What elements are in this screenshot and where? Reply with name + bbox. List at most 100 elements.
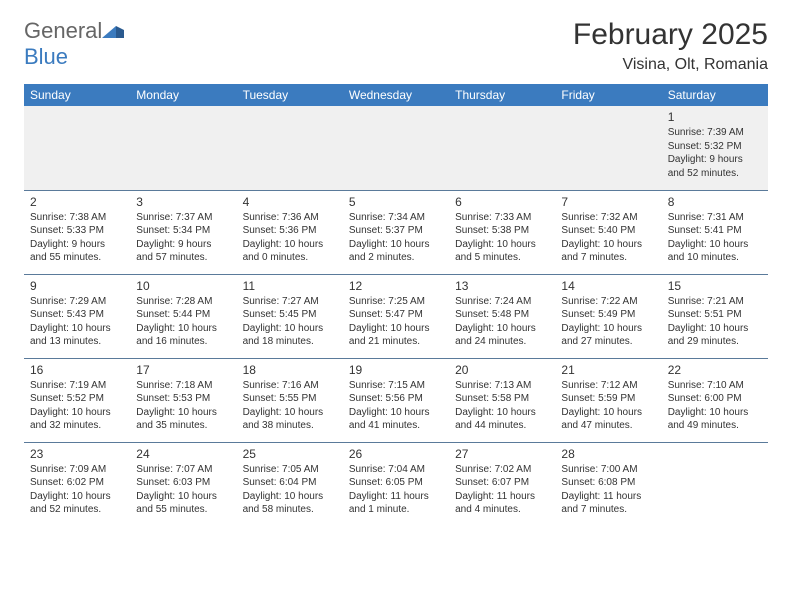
calendar-cell: 12 Sunrise: 7:25 AMSunset: 5:47 PMDayligh…	[343, 274, 449, 358]
day-info: Sunrise: 7:34 AMSunset: 5:37 PMDaylight:…	[349, 211, 443, 265]
day-number: 6	[455, 195, 549, 209]
day-info: Sunrise: 7:22 AMSunset: 5:49 PMDaylight:…	[561, 295, 655, 349]
calendar-cell: 1 Sunrise: 7:39 AMSunset: 5:32 PMDaylight…	[662, 106, 768, 190]
day-number: 28	[561, 447, 655, 461]
calendar-row: 9 Sunrise: 7:29 AMSunset: 5:43 PMDaylight…	[24, 274, 768, 358]
day-header: Wednesday	[343, 84, 449, 106]
calendar-table: SundayMondayTuesdayWednesdayThursdayFrid…	[24, 84, 768, 526]
day-info: Sunrise: 7:25 AMSunset: 5:47 PMDaylight:…	[349, 295, 443, 349]
calendar-cell	[555, 106, 661, 190]
calendar-cell	[343, 106, 449, 190]
day-info: Sunrise: 7:09 AMSunset: 6:02 PMDaylight:…	[30, 463, 124, 517]
day-info: Sunrise: 7:32 AMSunset: 5:40 PMDaylight:…	[561, 211, 655, 265]
day-info: Sunrise: 7:07 AMSunset: 6:03 PMDaylight:…	[136, 463, 230, 517]
calendar-cell: 9 Sunrise: 7:29 AMSunset: 5:43 PMDaylight…	[24, 274, 130, 358]
day-number: 9	[30, 279, 124, 293]
day-info: Sunrise: 7:12 AMSunset: 5:59 PMDaylight:…	[561, 379, 655, 433]
day-info: Sunrise: 7:29 AMSunset: 5:43 PMDaylight:…	[30, 295, 124, 349]
day-number: 22	[668, 363, 762, 377]
day-info: Sunrise: 7:21 AMSunset: 5:51 PMDaylight:…	[668, 295, 762, 349]
day-info: Sunrise: 7:02 AMSunset: 6:07 PMDaylight:…	[455, 463, 549, 517]
day-number: 15	[668, 279, 762, 293]
calendar-cell: 2 Sunrise: 7:38 AMSunset: 5:33 PMDaylight…	[24, 190, 130, 274]
calendar-cell: 28 Sunrise: 7:00 AMSunset: 6:08 PMDayligh…	[555, 442, 661, 526]
location-text: Visina, Olt, Romania	[573, 56, 768, 74]
calendar-cell: 25Sunrise: 7:05 AMSunset: 6:04 PMDayligh…	[237, 442, 343, 526]
day-info: Sunrise: 7:31 AMSunset: 5:41 PMDaylight:…	[668, 211, 762, 265]
day-info: Sunrise: 7:16 AMSunset: 5:55 PMDaylight:…	[243, 379, 337, 433]
logo-word2: Blue	[24, 44, 68, 69]
day-header: Friday	[555, 84, 661, 106]
calendar-cell: 19 Sunrise: 7:15 AMSunset: 5:56 PMDayligh…	[343, 358, 449, 442]
day-info: Sunrise: 7:37 AMSunset: 5:34 PMDaylight:…	[136, 211, 230, 265]
calendar-cell: 10 Sunrise: 7:28 AMSunset: 5:44 PMDayligh…	[130, 274, 236, 358]
logo-text: General Blue	[24, 18, 124, 70]
calendar-cell: 5 Sunrise: 7:34 AMSunset: 5:37 PMDaylight…	[343, 190, 449, 274]
calendar-cell: 22 Sunrise: 7:10 AMSunset: 6:00 PMDayligh…	[662, 358, 768, 442]
day-info: Sunrise: 7:00 AMSunset: 6:08 PMDaylight:…	[561, 463, 655, 517]
day-header: Saturday	[662, 84, 768, 106]
day-number: 1	[668, 110, 762, 124]
page-title: February 2025	[573, 18, 768, 52]
calendar-cell: 14Sunrise: 7:22 AMSunset: 5:49 PMDayligh…	[555, 274, 661, 358]
calendar-cell: 6 Sunrise: 7:33 AMSunset: 5:38 PMDaylight…	[449, 190, 555, 274]
day-info: Sunrise: 7:15 AMSunset: 5:56 PMDaylight:…	[349, 379, 443, 433]
calendar-cell: 3 Sunrise: 7:37 AMSunset: 5:34 PMDaylight…	[130, 190, 236, 274]
day-number: 3	[136, 195, 230, 209]
day-info: Sunrise: 7:18 AMSunset: 5:53 PMDaylight:…	[136, 379, 230, 433]
day-number: 4	[243, 195, 337, 209]
calendar-cell: 8 Sunrise: 7:31 AMSunset: 5:41 PMDaylight…	[662, 190, 768, 274]
day-info: Sunrise: 7:38 AMSunset: 5:33 PMDaylight:…	[30, 211, 124, 265]
calendar-row: 16Sunrise: 7:19 AMSunset: 5:52 PMDayligh…	[24, 358, 768, 442]
day-number: 5	[349, 195, 443, 209]
calendar-cell: 15 Sunrise: 7:21 AMSunset: 5:51 PMDayligh…	[662, 274, 768, 358]
calendar-row: 23Sunrise: 7:09 AMSunset: 6:02 PMDayligh…	[24, 442, 768, 526]
day-number: 13	[455, 279, 549, 293]
calendar-cell: 13 Sunrise: 7:24 AMSunset: 5:48 PMDayligh…	[449, 274, 555, 358]
day-info: Sunrise: 7:24 AMSunset: 5:48 PMDaylight:…	[455, 295, 549, 349]
calendar-cell: 16Sunrise: 7:19 AMSunset: 5:52 PMDayligh…	[24, 358, 130, 442]
day-header: Sunday	[24, 84, 130, 106]
day-info: Sunrise: 7:27 AMSunset: 5:45 PMDaylight:…	[243, 295, 337, 349]
logo-word1: General	[24, 18, 102, 43]
day-info: Sunrise: 7:33 AMSunset: 5:38 PMDaylight:…	[455, 211, 549, 265]
day-number: 20	[455, 363, 549, 377]
day-number: 17	[136, 363, 230, 377]
calendar-cell	[449, 106, 555, 190]
calendar-cell	[24, 106, 130, 190]
day-info: Sunrise: 7:10 AMSunset: 6:00 PMDaylight:…	[668, 379, 762, 433]
calendar-cell: 18Sunrise: 7:16 AMSunset: 5:55 PMDayligh…	[237, 358, 343, 442]
calendar-cell: 11Sunrise: 7:27 AMSunset: 5:45 PMDayligh…	[237, 274, 343, 358]
day-number: 10	[136, 279, 230, 293]
title-block: February 2025 Visina, Olt, Romania	[573, 18, 768, 74]
day-number: 16	[30, 363, 124, 377]
day-info: Sunrise: 7:36 AMSunset: 5:36 PMDaylight:…	[243, 211, 337, 265]
calendar-body: 1 Sunrise: 7:39 AMSunset: 5:32 PMDaylight…	[24, 106, 768, 526]
calendar-cell: 4 Sunrise: 7:36 AMSunset: 5:36 PMDaylight…	[237, 190, 343, 274]
day-header-row: SundayMondayTuesdayWednesdayThursdayFrid…	[24, 84, 768, 106]
day-number: 7	[561, 195, 655, 209]
day-number: 19	[349, 363, 443, 377]
calendar-cell	[237, 106, 343, 190]
logo-mark-icon	[102, 22, 124, 38]
day-info: Sunrise: 7:39 AMSunset: 5:32 PMDaylight:…	[668, 126, 762, 180]
calendar-cell: 17 Sunrise: 7:18 AMSunset: 5:53 PMDayligh…	[130, 358, 236, 442]
day-number: 26	[349, 447, 443, 461]
header: General Blue February 2025 Visina, Olt, …	[24, 18, 768, 74]
calendar-cell	[130, 106, 236, 190]
day-header: Thursday	[449, 84, 555, 106]
calendar-cell: 20 Sunrise: 7:13 AMSunset: 5:58 PMDayligh…	[449, 358, 555, 442]
day-info: Sunrise: 7:13 AMSunset: 5:58 PMDaylight:…	[455, 379, 549, 433]
day-number: 8	[668, 195, 762, 209]
day-info: Sunrise: 7:28 AMSunset: 5:44 PMDaylight:…	[136, 295, 230, 349]
day-number: 27	[455, 447, 549, 461]
calendar-cell	[662, 442, 768, 526]
day-number: 12	[349, 279, 443, 293]
day-header: Monday	[130, 84, 236, 106]
day-info: Sunrise: 7:04 AMSunset: 6:05 PMDaylight:…	[349, 463, 443, 517]
day-number: 24	[136, 447, 230, 461]
calendar-cell: 24 Sunrise: 7:07 AMSunset: 6:03 PMDayligh…	[130, 442, 236, 526]
day-number: 2	[30, 195, 124, 209]
calendar-cell: 26 Sunrise: 7:04 AMSunset: 6:05 PMDayligh…	[343, 442, 449, 526]
calendar-row: 1 Sunrise: 7:39 AMSunset: 5:32 PMDaylight…	[24, 106, 768, 190]
